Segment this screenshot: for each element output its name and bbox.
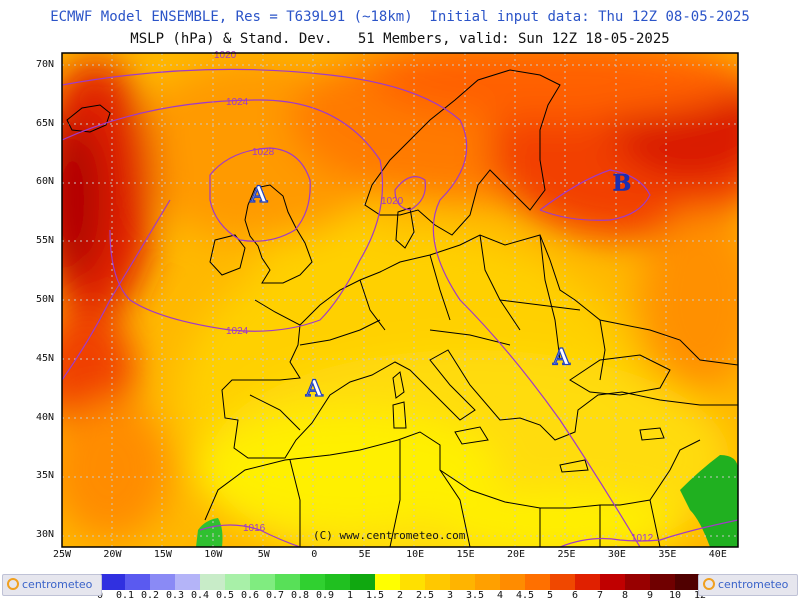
high-pressure-center: A <box>305 376 324 402</box>
lon-label: 5E <box>358 549 371 560</box>
lon-label: 25E <box>557 549 576 560</box>
lon-label: 20E <box>506 549 526 560</box>
isobar-label-1020-top: 1020 <box>214 50 237 61</box>
colorbar-label: 4 <box>496 590 504 601</box>
lat-label: 45N <box>35 352 54 364</box>
colorbar-label: 10 <box>668 590 682 601</box>
colorbar-label: 0.1 <box>115 590 135 601</box>
colorbar-label: 6 <box>571 590 579 601</box>
colorbar-swatch <box>600 574 626 590</box>
colorbar-swatch <box>350 574 376 590</box>
lon-label: 30E <box>607 549 626 560</box>
colorbar-label: 0.4 <box>190 590 210 601</box>
lon-label: 10E <box>406 549 425 560</box>
lon-label: 0 <box>311 549 318 560</box>
stddev-field <box>62 53 738 547</box>
lat-label: 40N <box>35 411 54 423</box>
colorbar-label: 0.3 <box>165 590 185 601</box>
colorbar-swatch <box>100 574 126 590</box>
colorbar-swatch <box>300 574 326 590</box>
colorbar-label: 4.5 <box>515 590 535 601</box>
colorbar-swatch <box>675 574 701 590</box>
colorbar-label: 8 <box>621 590 629 601</box>
lon-label: 40E <box>708 549 727 560</box>
colorbar-label: 0.2 <box>140 590 160 601</box>
pressure-centers: A A A B <box>249 170 632 403</box>
colorbar-label: 0.9 <box>315 590 335 601</box>
colorbar-label: 7 <box>596 590 604 601</box>
colorbar-swatch <box>525 574 551 590</box>
colorbar-swatch <box>400 574 426 590</box>
isobar-label-1024-south: 1024 <box>226 326 249 337</box>
colorbar-label: 0.5 <box>215 590 235 601</box>
isobar-label-1024-north: 1024 <box>226 97 249 108</box>
colorbar-label: 5 <box>546 590 554 601</box>
isobar-labels: 1020 1024 1028 1024 1020 1016 1012 <box>214 50 654 544</box>
colorbar-label: 2.5 <box>415 590 435 601</box>
colorbar-label: 3.5 <box>465 590 485 601</box>
colorbar-label: 0.7 <box>265 590 285 601</box>
colorbar-swatch <box>200 574 226 590</box>
colorbar-swatch <box>550 574 576 590</box>
lat-label: 55N <box>35 235 54 247</box>
lon-label: 10W <box>204 549 223 560</box>
title-line-1: ECMWF Model ENSEMBLE, Res = T639L91 (~18… <box>50 9 750 25</box>
colorbar-label: 1.5 <box>365 590 385 601</box>
lon-label: 20W <box>103 549 122 560</box>
graticule <box>62 53 738 547</box>
colorbar-label: 1 <box>346 590 354 601</box>
lat-label: 30N <box>35 529 54 541</box>
lat-label: 35N <box>35 470 54 482</box>
isobar-label-1020-scand: 1020 <box>381 196 404 207</box>
logo-text: centrometeo <box>718 578 789 591</box>
centrometeo-logo-left: centrometeo <box>2 574 102 596</box>
colorbar-swatch <box>225 574 251 590</box>
colorbar-swatch <box>250 574 276 590</box>
colorbar-label: 0.6 <box>240 590 260 601</box>
colorbar-swatch <box>375 574 401 590</box>
low-pressure-center: B <box>613 170 632 196</box>
title-line-2: MSLP (hPa) & Stand. Dev. 51 Members, val… <box>130 31 670 47</box>
colorbar-swatch <box>150 574 176 590</box>
logo-text: centrometeo <box>22 578 93 591</box>
lon-label: 5W <box>257 549 270 560</box>
lat-label: 65N <box>35 117 54 129</box>
high-pressure-center: A <box>552 344 571 370</box>
colorbar-swatch <box>325 574 351 590</box>
colorbar-label: 3 <box>446 590 454 601</box>
lon-label: 15W <box>153 549 172 560</box>
logo-ring-icon <box>7 578 19 590</box>
isobars <box>62 68 738 547</box>
logo-ring-icon <box>703 578 715 590</box>
colorbar-swatch <box>175 574 201 590</box>
high-pressure-center: A <box>249 182 268 208</box>
isobar-label-1028: 1028 <box>252 147 275 158</box>
colorbar-label: 9 <box>646 590 654 601</box>
colorbar-swatch <box>125 574 151 590</box>
colorbar-swatch <box>625 574 651 590</box>
lat-label: 50N <box>35 294 54 305</box>
colorbar-swatch <box>500 574 526 590</box>
colorbar-swatch <box>275 574 301 590</box>
colorbar-label: 2 <box>396 590 404 601</box>
map-frame <box>61 52 739 548</box>
lon-label: 15E <box>456 549 475 560</box>
lon-label: 35E <box>658 549 677 560</box>
colorbar-swatch <box>575 574 601 590</box>
centrometeo-logo-right: centrometeo <box>698 574 798 596</box>
colorbar-swatch <box>650 574 676 590</box>
colorbar-swatch <box>450 574 476 590</box>
lat-label: 70N <box>35 58 54 70</box>
colorbar-swatch <box>425 574 451 590</box>
colorbar-swatch <box>475 574 501 590</box>
isobar-label-1016: 1016 <box>243 523 266 534</box>
colorbar-label: 0.8 <box>290 590 310 601</box>
isobar-label-1012: 1012 <box>631 533 654 544</box>
copyright-text: (C) www.centrometeo.com <box>313 529 466 542</box>
coastlines <box>66 69 738 547</box>
lon-label: 25W <box>52 549 72 560</box>
lat-label: 60N <box>35 176 54 188</box>
